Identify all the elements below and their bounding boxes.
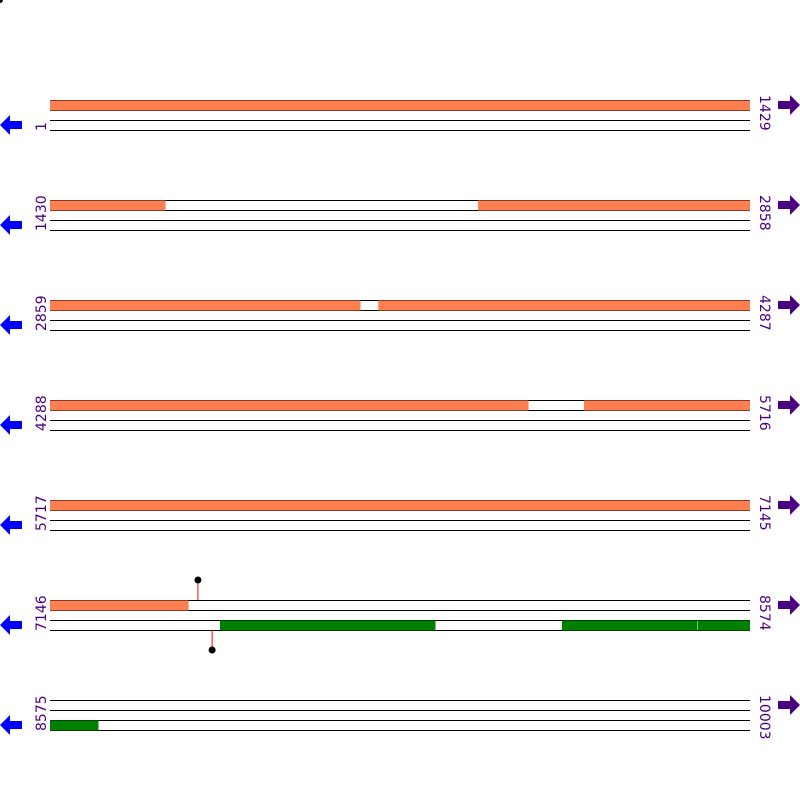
top-strand-feature bbox=[50, 100, 750, 111]
arrow-right-icon bbox=[778, 395, 800, 415]
row-start-label: 4288 bbox=[34, 395, 50, 431]
arrow-left-icon bbox=[0, 615, 22, 635]
arrow-right-icon bbox=[778, 595, 800, 615]
row-end-label: 7145 bbox=[756, 495, 772, 531]
arrow-left-icon bbox=[0, 415, 22, 435]
row-start-label: 7146 bbox=[34, 595, 50, 631]
row-start-label: 1 bbox=[34, 122, 50, 131]
top-strand-feature bbox=[50, 600, 189, 611]
row-end-label: 1429 bbox=[756, 95, 772, 131]
top-strand-feature bbox=[583, 400, 750, 411]
arrow-right-icon bbox=[778, 195, 800, 215]
top-strand-feature bbox=[50, 200, 166, 211]
top-strand-feature bbox=[50, 500, 750, 511]
arrow-left-icon bbox=[0, 515, 22, 535]
arrow-left-icon bbox=[0, 315, 22, 335]
arrow-right-icon bbox=[778, 695, 800, 715]
arrow-right-icon bbox=[778, 295, 800, 315]
top-strand-feature bbox=[478, 200, 750, 211]
arrow-left-icon bbox=[0, 215, 22, 235]
row-end-label: 8574 bbox=[756, 595, 772, 631]
row-start-label: 2859 bbox=[34, 295, 50, 331]
row-start-label: 1430 bbox=[34, 195, 50, 231]
row-end-label: 4287 bbox=[756, 295, 772, 331]
arrow-right-icon bbox=[778, 95, 800, 115]
map-row: 8575 10003 bbox=[0, 695, 800, 740]
bottom-strand-feature bbox=[50, 720, 99, 731]
arrow-right-icon bbox=[778, 495, 800, 515]
bottom-strand-feature bbox=[219, 620, 436, 631]
marker-head bbox=[208, 646, 216, 654]
top-strand-feature bbox=[50, 400, 529, 411]
row-end-label: 5716 bbox=[756, 395, 772, 431]
arrow-left-icon bbox=[0, 715, 22, 735]
row-end-label: 10003 bbox=[756, 695, 772, 740]
bottom-strand-feature bbox=[697, 620, 750, 631]
row-end-label: 2858 bbox=[756, 195, 772, 231]
map-rows: 1 1429 1430 2858 2859 4287 4288 5716 5717 7145 714… bbox=[0, 95, 800, 740]
row-start-label: 8575 bbox=[34, 695, 50, 731]
marker-head bbox=[194, 576, 202, 584]
row-start-label: 5717 bbox=[34, 495, 50, 531]
corner-dot bbox=[0, 0, 3, 3]
arrow-left-icon bbox=[0, 115, 22, 135]
top-strand-feature bbox=[378, 300, 750, 311]
bottom-strand-feature bbox=[561, 620, 698, 631]
top-strand-feature bbox=[50, 300, 361, 311]
